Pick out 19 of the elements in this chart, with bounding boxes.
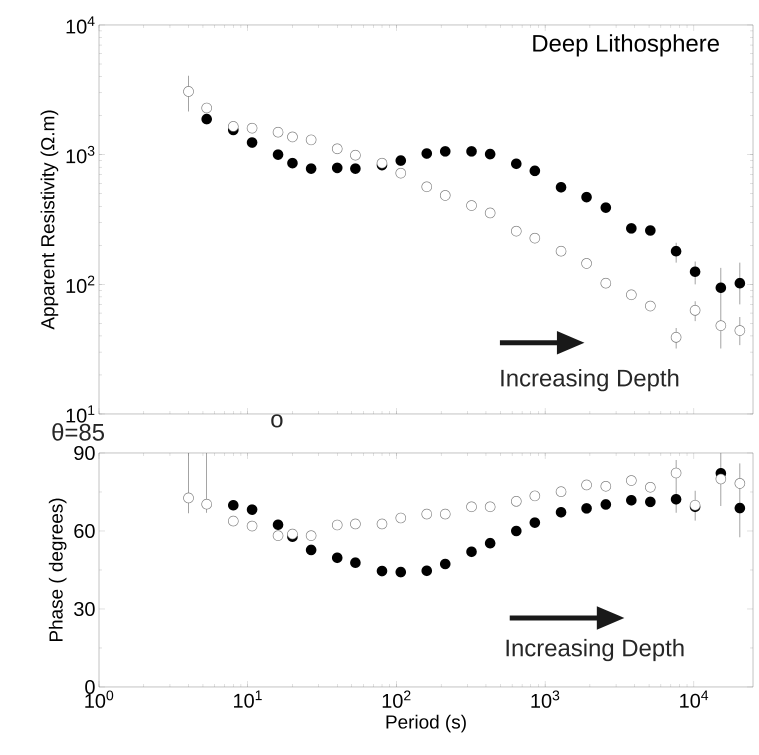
y-tick-label: 30 — [74, 602, 95, 616]
y-tick-label: 60 — [74, 524, 95, 538]
x-tick-label: 10$^{1}$ — [234, 690, 262, 708]
chart-title: Deep Lithosphere — [533, 34, 719, 56]
y-tick-label: 10$^{4}$ — [66, 16, 95, 34]
y-tick-label: 10$^{3}$ — [66, 146, 94, 164]
text: o — [271, 414, 283, 428]
y-axis-title: Apparent Resistivity (Ω.m) — [40, 110, 58, 330]
x-tick-label: 10$^{2}$ — [382, 690, 410, 708]
x-tick-label: 10$^{4}$ — [680, 690, 708, 708]
y-tick-label: 10$^{2}$ — [66, 276, 94, 294]
annotation: Increasing Depth — [501, 368, 678, 392]
y-axis-title: Phase ( degrees) — [48, 498, 66, 642]
y-tick-label: 90 — [74, 446, 95, 460]
x-tick-label: 10$^{3}$ — [531, 690, 560, 708]
annotation: Increasing Depth — [506, 638, 684, 662]
text: θ=85 — [52, 423, 104, 441]
y-tick-label: 10$^{1}$ — [66, 405, 94, 423]
x-axis-title: Period (s) — [386, 714, 466, 732]
